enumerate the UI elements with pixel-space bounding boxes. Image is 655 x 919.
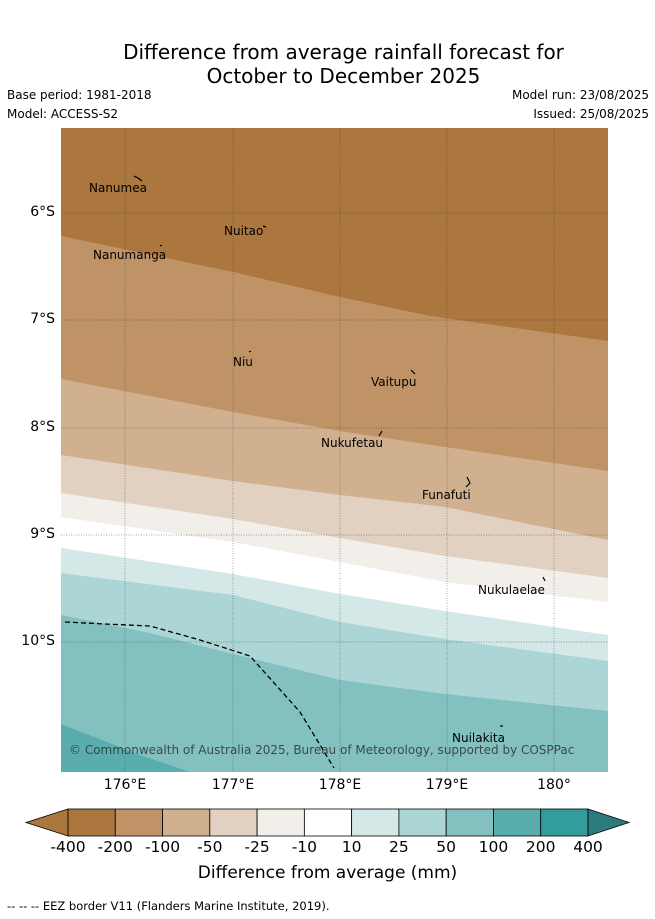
colorbar-segment: [67, 808, 116, 837]
forecast-title: Difference from average rainfall forecas…: [0, 40, 655, 88]
lat-label-9s: 9°S: [30, 526, 55, 542]
title-line-1: Difference from average rainfall forecas…: [123, 40, 564, 64]
lon-label-180: 180°: [537, 777, 571, 793]
island-label-niu: Niu: [233, 355, 253, 369]
colorbar-tick-label: 25: [389, 838, 409, 856]
colorbar-title: Difference from average (mm): [197, 863, 458, 883]
colorbar-tick-label: 100: [478, 838, 509, 856]
colorbar-tick-label: -200: [97, 838, 133, 856]
colorbar-tick-label: 400: [573, 838, 603, 856]
colorbar-segment: [303, 808, 353, 837]
title-line-2: October to December 2025: [206, 64, 481, 88]
colorbar: [24, 808, 631, 837]
colorbar-tick-label: 50: [436, 838, 457, 856]
lon-label-176e: 176°E: [103, 777, 147, 793]
island-shape-niu: [248, 350, 252, 353]
colorbar-arrow-low: [24, 808, 69, 837]
island-label-nanumanga: Nanumanga: [93, 248, 166, 262]
island-label-vaitupu: Vaitupu: [371, 375, 417, 389]
island-label-funafuti: Funafuti: [422, 488, 471, 502]
colorbar-segment: [540, 808, 589, 837]
lat-label-6s: 6°S: [30, 204, 55, 220]
colorbar-tick-label: -25: [244, 838, 270, 856]
colorbar-tick-label: -50: [197, 838, 223, 856]
model-label: Model: ACCESS-S2: [7, 107, 119, 121]
map-gridlines: [61, 128, 608, 772]
colorbar-segment: [351, 808, 400, 837]
colorbar-segment: [209, 808, 258, 837]
island-label-nukulaelae: Nukulaelae: [478, 583, 545, 597]
lon-label-179e: 179°E: [425, 777, 469, 793]
colorbar-segment: [398, 808, 447, 837]
island-label-nuilakita: Nuilakita: [452, 731, 505, 745]
colorbar-tick-label: 10: [341, 838, 362, 856]
base-period-label: Base period: 1981-2018: [7, 88, 152, 102]
colorbar-arrow-high: [587, 808, 631, 837]
lon-label-177e: 177°E: [211, 777, 255, 793]
island-shape-nukufetau: [378, 430, 383, 437]
island-shape-nukulaelae: [542, 576, 546, 582]
band-100-to-200: [61, 724, 190, 772]
island-shape-vaitupu: [410, 369, 416, 375]
model-run-label: Model run: 23/08/2025: [511, 88, 649, 102]
colorbar-tick-label: -100: [144, 838, 181, 856]
eez-footnote: -- -- -- EEZ border V11 (Flanders Marine…: [7, 899, 330, 913]
island-label-nuitao: Nuitao: [224, 224, 263, 238]
colorbar-segment: [256, 808, 305, 837]
island-shapes: [133, 175, 546, 727]
eez-border-line: [64, 621, 335, 769]
issued-label: Issued: 25/08/2025: [533, 107, 649, 121]
island-shape-funafuti: [465, 476, 471, 488]
lat-label-8s: 8°S: [30, 419, 55, 435]
colorbar-tick-label: -400: [50, 838, 86, 856]
colorbar-segment: [162, 808, 211, 837]
colorbar-segment: [445, 808, 494, 837]
copyright-notice: © Commonwealth of Australia 2025, Bureau…: [69, 743, 574, 757]
colorbar-tick-label: -10: [291, 838, 318, 856]
island-label-nanumea: Nanumea: [89, 181, 147, 195]
island-shape-nuitao: [262, 225, 267, 228]
island-shape-nanumanga: [159, 244, 163, 247]
colorbar-segment: [114, 808, 163, 837]
colorbar-segment: [493, 808, 542, 837]
lon-label-178e: 178°E: [318, 777, 362, 793]
island-shape-nanumea: [133, 175, 143, 182]
band-50-to-100: [61, 615, 608, 772]
lat-label-7s: 7°S: [30, 311, 55, 327]
island-label-nukufetau: Nukufetau: [321, 436, 383, 450]
lat-label-10s: 10°S: [21, 633, 55, 649]
colorbar-tick-label: 200: [525, 838, 556, 856]
